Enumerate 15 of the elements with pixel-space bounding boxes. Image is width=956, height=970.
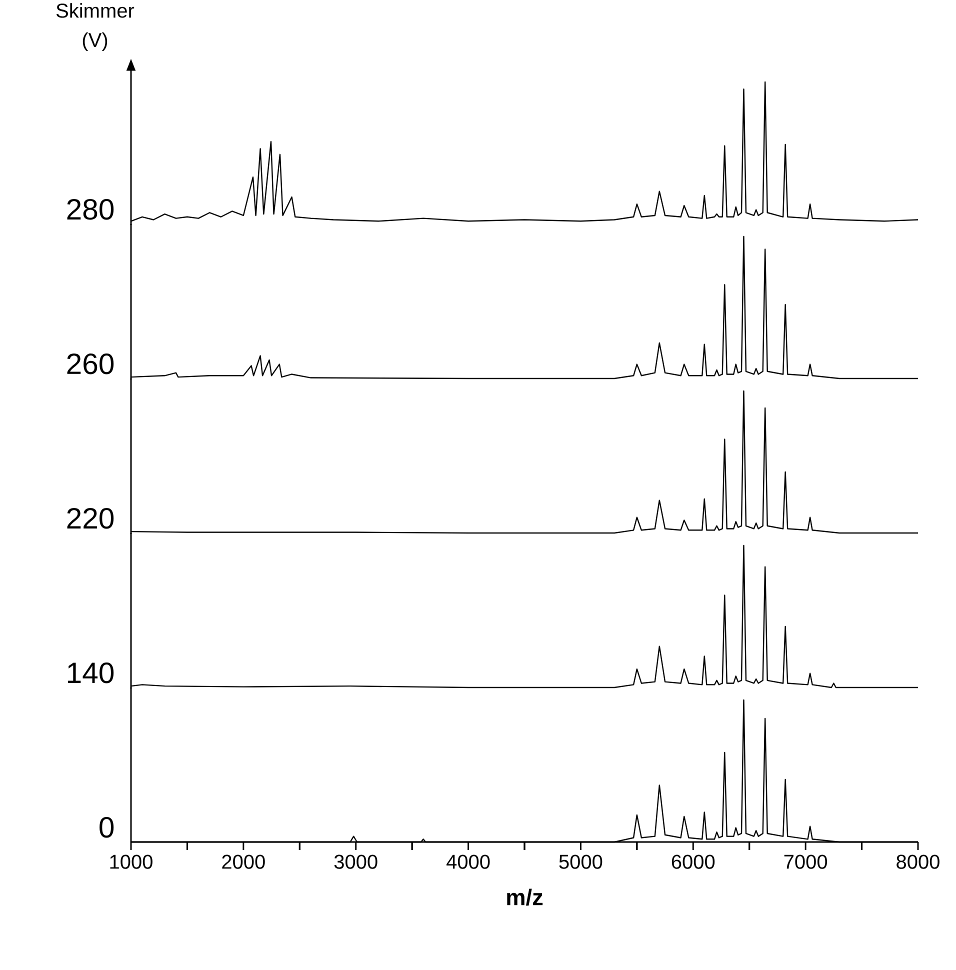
x-tick-label: 3000 bbox=[334, 854, 378, 869]
y-axis-title: 260 bbox=[67, 353, 114, 374]
x-tick-label: 1000 bbox=[110, 854, 152, 869]
y-axis-title: 0 bbox=[100, 816, 114, 838]
x-axis-title: m/z bbox=[507, 888, 543, 906]
x-tick-label: 8000 bbox=[896, 854, 940, 869]
x-tick-label: 7000 bbox=[784, 854, 828, 869]
x-tick-label: 6000 bbox=[672, 854, 715, 869]
y-axis-title: 220 bbox=[67, 508, 114, 529]
x-tick-label: 5000 bbox=[559, 854, 602, 869]
y-axis-title: 280 bbox=[67, 198, 114, 220]
x-tick-label: 4000 bbox=[446, 854, 490, 869]
chart-title: Skimmer (V) bbox=[56, 3, 134, 52]
y-axis-title: 140 bbox=[68, 662, 114, 684]
x-tick-label: 2000 bbox=[222, 854, 265, 869]
